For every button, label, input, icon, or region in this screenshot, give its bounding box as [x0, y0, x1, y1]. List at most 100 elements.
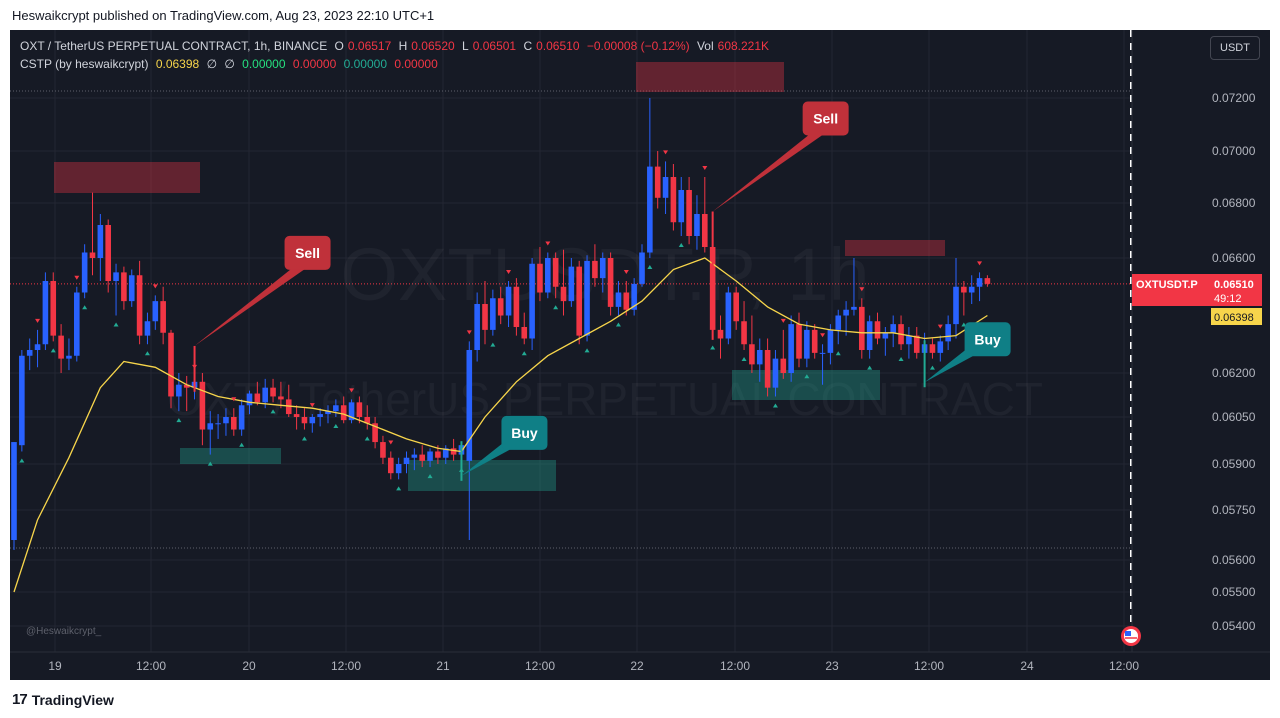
- candle-body: [262, 387, 268, 403]
- candle: [976, 272, 983, 302]
- candle-body: [89, 252, 96, 258]
- buy-signal: Buy: [460, 415, 548, 481]
- published-text: Heswaikcrypt published on TradingView.co…: [12, 8, 435, 23]
- indicator-name[interactable]: CSTP (by heswaikcrypt): [20, 57, 149, 71]
- sell-marker: [820, 333, 826, 338]
- sell-marker: [977, 261, 983, 266]
- zones: [54, 62, 945, 491]
- candle-body: [835, 315, 842, 330]
- candle-body: [207, 423, 214, 430]
- candle-body: [11, 442, 17, 540]
- candle-body: [231, 417, 237, 430]
- candle-body: [670, 177, 677, 223]
- candle: [607, 252, 614, 316]
- candle: [231, 408, 237, 436]
- buy-marker: [835, 351, 841, 356]
- chart-canvas[interactable]: OXTUSDT.P, 1h OXT / TetherUS PERPETUAL C…: [10, 30, 1270, 680]
- volume-label: Vol: [696, 39, 714, 53]
- candle-body: [764, 350, 771, 388]
- candle-body: [34, 344, 41, 350]
- buy-marker: [207, 461, 213, 466]
- candle-body: [521, 327, 528, 339]
- candle: [301, 408, 308, 430]
- y-tick-label: 0.06600: [1212, 251, 1256, 265]
- candle-body: [395, 464, 402, 474]
- candle: [42, 272, 49, 350]
- indicator-value: 0.06398: [155, 57, 200, 71]
- buy-marker: [615, 322, 621, 327]
- candle-body: [945, 324, 951, 342]
- candle: [121, 266, 127, 310]
- signal-callouts: Sell Sell Buy Buy: [193, 101, 1011, 481]
- sell-marker: [545, 241, 551, 246]
- tradingview-logo-text: TradingView: [31, 691, 114, 708]
- candle: [827, 324, 834, 365]
- volume-value: 608.221K: [717, 39, 770, 53]
- candle-body: [615, 292, 622, 307]
- buy-marker: [898, 357, 904, 361]
- candle: [890, 315, 896, 348]
- tradingview-logo[interactable]: 17 TradingView: [12, 691, 114, 708]
- x-tick-label: 23: [825, 659, 839, 673]
- indicator-line: [13, 257, 988, 593]
- us-flag-icon[interactable]: [1121, 626, 1141, 646]
- watermark-contract: OXT / TetherUS PERPETUAL CONTRACT: [167, 373, 1043, 425]
- y-tick-label: 0.07200: [1212, 91, 1256, 105]
- buy-zone: [732, 370, 880, 400]
- candle: [105, 219, 111, 293]
- buy-marker: [867, 365, 873, 370]
- candle: [819, 344, 826, 385]
- candle-body: [866, 321, 873, 350]
- buy-marker: [50, 348, 56, 353]
- y-tick-label: 0.06050: [1212, 410, 1256, 424]
- candle: [592, 244, 598, 287]
- buy-zone: [180, 448, 281, 464]
- candle-body: [168, 332, 174, 397]
- candle: [961, 281, 967, 316]
- candle: [678, 177, 685, 236]
- candle: [364, 405, 371, 430]
- candle-body: [427, 451, 433, 461]
- candle: [545, 252, 551, 299]
- author-tag: @Heswaikcrypt_: [26, 626, 102, 637]
- candle: [906, 327, 912, 359]
- candle-body: [678, 190, 685, 223]
- chart-area[interactable]: OXTUSDT.P, 1h OXT / TetherUS PERPETUAL C…: [10, 30, 1270, 680]
- y-tick-label: 0.06200: [1212, 366, 1256, 380]
- axes: 0.07200 0.07000 0.06800 0.06600 0.06200 0.060…: [10, 30, 1270, 680]
- symbol-title[interactable]: OXT / TetherUS PERPETUAL CONTRACT, 1h, B…: [20, 39, 328, 53]
- candle: [874, 312, 881, 345]
- candle: [207, 411, 214, 455]
- indicator-legend: CSTP (by heswaikcrypt) 0.06398 ∅ ∅ 0.000…: [20, 57, 442, 71]
- candle-body: [309, 417, 316, 424]
- publish-header: Heswaikcrypt published on TradingView.co…: [0, 0, 1280, 30]
- candle: [152, 295, 159, 330]
- buy-marker: [678, 243, 684, 247]
- x-tick-label: 12:00: [720, 659, 750, 673]
- candle-body: [136, 275, 143, 336]
- candle-body: [859, 306, 865, 350]
- currency-button[interactable]: USDT: [1210, 36, 1260, 60]
- badge-symbol: OXTUSDT.P: [1136, 279, 1198, 291]
- candle: [796, 312, 802, 368]
- candle-body: [223, 417, 229, 424]
- indicator-v3: 0.00000: [292, 57, 337, 71]
- candle-body: [238, 405, 245, 430]
- price-badges: OXTUSDT.P 0.06510 0.06510 49:12 0.06398: [1132, 274, 1262, 325]
- candle: [348, 399, 355, 424]
- candle-body: [113, 272, 119, 281]
- candle: [168, 329, 174, 409]
- y-tick-label: 0.05750: [1212, 503, 1256, 517]
- sell-marker: [623, 270, 629, 274]
- candle: [482, 281, 488, 345]
- high-label: H: [398, 39, 408, 53]
- buy-marker: [521, 351, 527, 356]
- candle: [183, 375, 190, 412]
- candle-body: [890, 324, 896, 333]
- candle-body: [686, 190, 692, 236]
- candle: [340, 396, 347, 424]
- y-tick-label: 0.05500: [1212, 585, 1256, 599]
- sell-callout-pointer: [194, 267, 307, 346]
- buy-marker: [396, 486, 402, 491]
- candle-body: [984, 278, 991, 284]
